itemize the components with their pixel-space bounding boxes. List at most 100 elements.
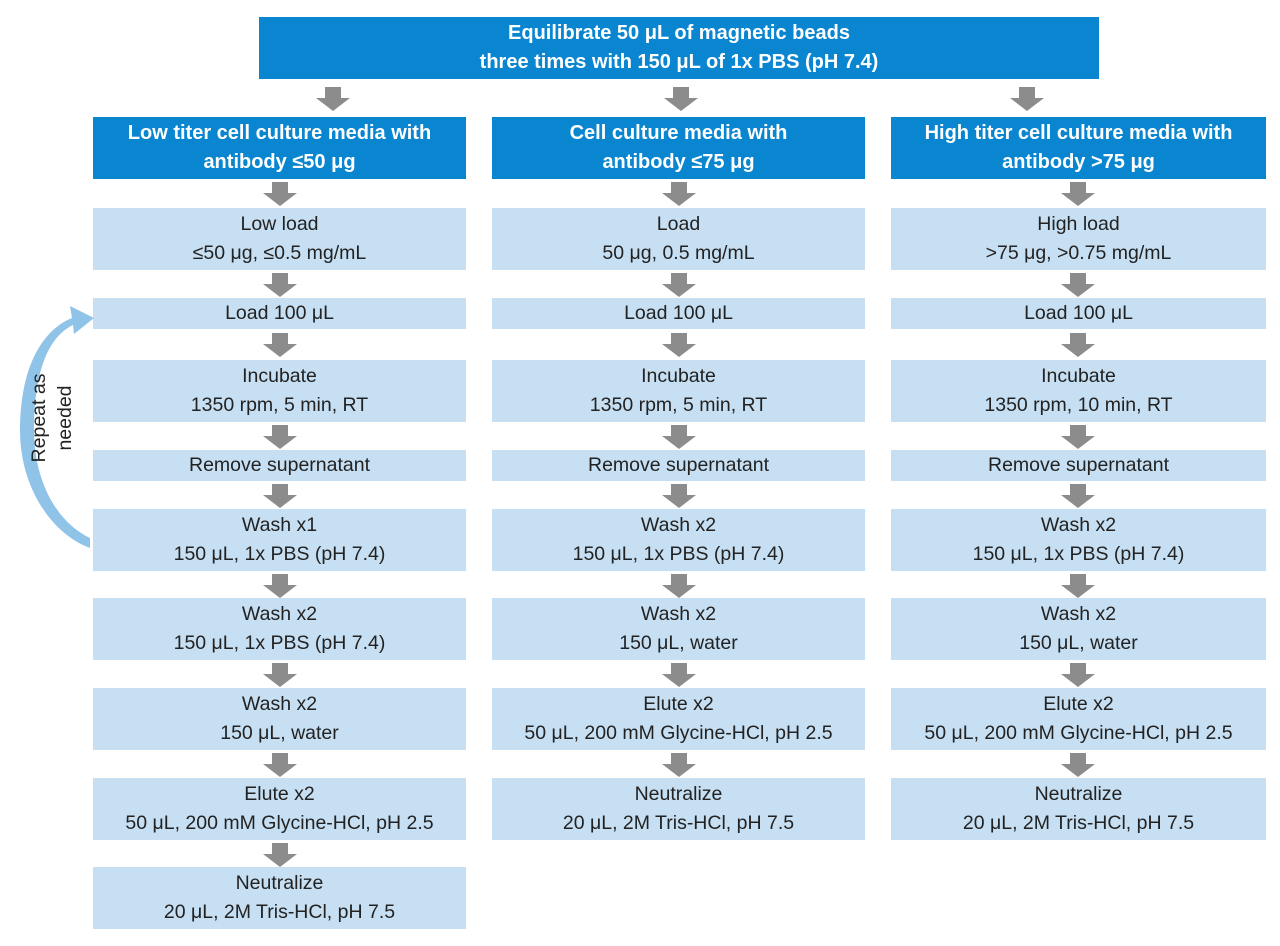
step-title: High load [1037, 213, 1120, 235]
step-remove-supernatant: Remove supernatant [492, 450, 865, 481]
equilibrate-line-2: three times with 150 μL of 1x PBS (pH 7.… [479, 51, 879, 73]
step-wash-water: Wash x2 150 μL, water [93, 688, 466, 750]
step-detail: 150 μL, water [619, 632, 738, 654]
arrow-down-icon [263, 425, 297, 449]
arrow-down-icon [1061, 273, 1095, 297]
step-detail: 20 μL, 2M Tris-HCl, pH 7.5 [163, 901, 396, 923]
step-title: Load [656, 213, 701, 235]
step-detail: 150 μL, 1x PBS (pH 7.4) [972, 543, 1185, 565]
step-wash-water: Wash x2 150 μL, water [492, 598, 865, 660]
step-detail: 50 μL, 200 mM Glycine-HCl, pH 2.5 [125, 812, 434, 834]
equilibrate-line-1: Equilibrate 50 μL of magnetic beads [508, 22, 850, 44]
step-title: Neutralize [634, 783, 723, 805]
header-line-2: antibody ≤75 μg [602, 151, 755, 173]
step-detail: 150 μL, water [220, 722, 339, 744]
step-remove-supernatant: Remove supernatant [93, 450, 466, 481]
step-title: Load 100 μL [225, 302, 334, 324]
step-title: Neutralize [235, 872, 324, 894]
step-low-load: Low load ≤50 μg, ≤0.5 mg/mL [93, 208, 466, 270]
arrow-down-icon [664, 87, 698, 111]
step-neutralize: Neutralize 20 μL, 2M Tris-HCl, pH 7.5 [93, 867, 466, 929]
equilibrate-step: Equilibrate 50 μL of magnetic beads thre… [259, 17, 1099, 79]
step-elute: Elute x2 50 μL, 200 mM Glycine-HCl, pH 2… [492, 688, 865, 750]
arrow-down-icon [662, 333, 696, 357]
step-title: Incubate [242, 365, 317, 387]
step-detail: 20 μL, 2M Tris-HCl, pH 7.5 [562, 812, 795, 834]
step-detail: 150 μL, 1x PBS (pH 7.4) [572, 543, 785, 565]
step-detail: 1350 rpm, 5 min, RT [589, 394, 768, 416]
header-line-2: antibody ≤50 μg [203, 151, 356, 173]
step-neutralize: Neutralize 20 μL, 2M Tris-HCl, pH 7.5 [492, 778, 865, 840]
arrow-down-icon [263, 574, 297, 598]
step-wash-pbs-1: Wash x1 150 μL, 1x PBS (pH 7.4) [93, 509, 466, 571]
step-title: Wash x2 [241, 603, 318, 625]
step-load-100: Load 100 μL [93, 298, 466, 329]
step-title: Low load [240, 213, 319, 235]
step-high-load: High load >75 μg, >0.75 mg/mL [891, 208, 1266, 270]
arrow-down-icon [662, 663, 696, 687]
arrow-down-icon [1061, 333, 1095, 357]
column-header-standard: Cell culture media with antibody ≤75 μg [492, 117, 865, 179]
arrow-down-icon [1061, 663, 1095, 687]
step-neutralize: Neutralize 20 μL, 2M Tris-HCl, pH 7.5 [891, 778, 1266, 840]
step-incubate: Incubate 1350 rpm, 5 min, RT [93, 360, 466, 422]
step-wash-water: Wash x2 150 μL, water [891, 598, 1266, 660]
step-detail: 150 μL, 1x PBS (pH 7.4) [173, 632, 386, 654]
arrow-down-icon [263, 484, 297, 508]
step-remove-supernatant: Remove supernatant [891, 450, 1266, 481]
step-title: Wash x2 [640, 603, 717, 625]
header-line-2: antibody >75 μg [1002, 151, 1155, 173]
repeat-loop-arrow-icon [20, 306, 94, 548]
step-detail: 1350 rpm, 5 min, RT [190, 394, 369, 416]
step-wash-pbs: Wash x2 150 μL, 1x PBS (pH 7.4) [492, 509, 865, 571]
arrow-down-icon [263, 182, 297, 206]
step-detail: 1350 rpm, 10 min, RT [984, 394, 1173, 416]
arrow-down-icon [1061, 753, 1095, 777]
step-title: Elute x2 [244, 783, 315, 805]
arrow-down-icon [263, 753, 297, 777]
column-header-high-titer: High titer cell culture media with antib… [891, 117, 1266, 179]
header-line-1: Low titer cell culture media with [127, 122, 432, 144]
step-title: Wash x2 [1040, 514, 1117, 536]
step-load: Load 50 μg, 0.5 mg/mL [492, 208, 865, 270]
step-load-100: Load 100 μL [492, 298, 865, 329]
step-title: Wash x1 [241, 514, 318, 536]
arrow-down-icon [1061, 182, 1095, 206]
arrow-down-icon [662, 182, 696, 206]
arrow-down-icon [263, 663, 297, 687]
step-elute: Elute x2 50 μL, 200 mM Glycine-HCl, pH 2… [891, 688, 1266, 750]
step-wash-pbs-2: Wash x2 150 μL, 1x PBS (pH 7.4) [93, 598, 466, 660]
step-title: Neutralize [1034, 783, 1123, 805]
header-line-1: Cell culture media with [569, 122, 788, 144]
arrow-down-icon [1010, 87, 1044, 111]
arrow-down-icon [1061, 574, 1095, 598]
arrow-down-icon [263, 273, 297, 297]
arrow-down-icon [662, 273, 696, 297]
step-title: Incubate [641, 365, 716, 387]
arrow-down-icon [263, 333, 297, 357]
step-title: Load 100 μL [624, 302, 733, 324]
step-detail: 150 μL, water [1019, 632, 1138, 654]
step-title: Elute x2 [1043, 693, 1114, 715]
step-detail: ≤50 μg, ≤0.5 mg/mL [192, 242, 367, 264]
arrow-down-icon [662, 574, 696, 598]
step-title: Remove supernatant [987, 454, 1170, 476]
step-title: Remove supernatant [188, 454, 371, 476]
step-detail: 150 μL, 1x PBS (pH 7.4) [173, 543, 386, 565]
step-detail: 50 μg, 0.5 mg/mL [602, 242, 755, 264]
arrow-down-icon [662, 753, 696, 777]
step-elute: Elute x2 50 μL, 200 mM Glycine-HCl, pH 2… [93, 778, 466, 840]
step-incubate: Incubate 1350 rpm, 5 min, RT [492, 360, 865, 422]
arrow-down-icon [662, 425, 696, 449]
step-title: Wash x2 [1040, 603, 1117, 625]
step-title: Wash x2 [640, 514, 717, 536]
header-line-1: High titer cell culture media with [924, 122, 1233, 144]
arrow-down-icon [1061, 425, 1095, 449]
step-detail: 50 μL, 200 mM Glycine-HCl, pH 2.5 [924, 722, 1233, 744]
repeat-label-line-1: Repeat as [28, 373, 50, 463]
step-title: Remove supernatant [587, 454, 770, 476]
step-detail: >75 μg, >0.75 mg/mL [985, 242, 1172, 264]
step-detail: 50 μL, 200 mM Glycine-HCl, pH 2.5 [524, 722, 833, 744]
step-load-100: Load 100 μL [891, 298, 1266, 329]
arrow-down-icon [662, 484, 696, 508]
